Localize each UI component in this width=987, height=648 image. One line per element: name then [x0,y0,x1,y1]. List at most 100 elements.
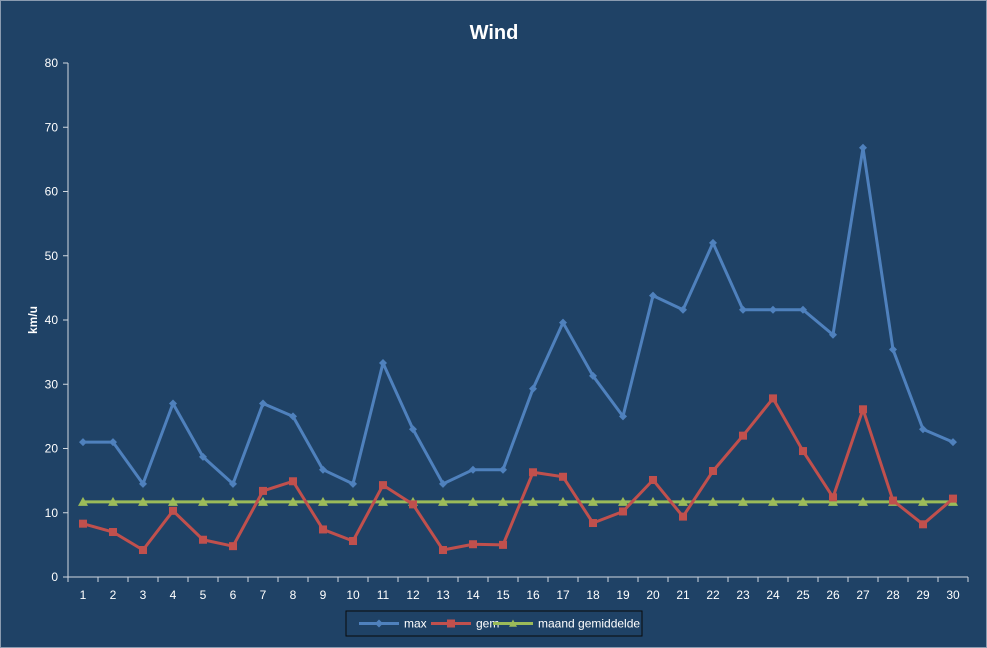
data-point [379,481,387,490]
x-tick-label: 13 [436,588,450,602]
data-point [379,359,387,368]
x-tick-label: 2 [110,588,117,602]
x-tick-label: 26 [826,588,840,602]
data-point [649,475,657,484]
data-point [468,496,478,506]
data-point [288,496,298,506]
data-point [348,496,358,506]
data-point [199,535,207,544]
x-tick-label: 4 [170,588,177,602]
x-tick-label: 12 [406,588,420,602]
y-tick-label: 30 [45,377,59,391]
data-point [319,465,327,474]
y-tick-label: 70 [45,120,59,134]
x-tick-label: 24 [766,588,780,602]
data-point [438,496,448,506]
y-tick-label: 60 [45,185,59,199]
y-tick-label: 40 [45,313,59,327]
x-tick-label: 6 [230,588,237,602]
y-tick-label: 20 [45,442,59,456]
data-point [169,399,177,408]
data-point [618,496,628,506]
data-point [919,425,927,434]
data-point [499,465,507,474]
x-tick-label: 30 [946,588,960,602]
data-point [229,479,237,488]
x-tick-label: 11 [377,588,390,602]
chart-title: Wind [470,22,519,44]
x-tick-label: 20 [646,588,660,602]
data-point [949,438,957,447]
legend-item: gem [431,617,499,631]
x-tick-label: 23 [736,588,750,602]
data-point [79,519,87,528]
data-point [258,496,268,506]
data-point [109,438,117,447]
legend-label: maand gemiddelde [538,617,640,631]
data-point [768,496,778,506]
data-point [679,512,687,521]
data-point [918,496,928,506]
x-tick-label: 7 [260,588,267,602]
data-point [829,330,837,339]
data-point [708,496,718,506]
data-point [679,305,687,314]
legend-label: max [404,617,427,631]
data-point [108,496,118,506]
legend-label: gem [476,617,499,631]
data-point [349,537,357,546]
y-tick-label: 80 [45,56,59,70]
data-point [378,496,388,506]
series-line [83,146,954,486]
data-point [859,143,867,152]
data-point [858,496,868,506]
data-point [138,496,148,506]
data-point [318,496,328,506]
data-point [78,496,88,506]
data-point [319,525,327,534]
data-point [498,496,508,506]
data-point [558,496,568,506]
data-point [829,493,837,502]
data-point [139,546,147,555]
data-point [349,479,357,488]
data-point [447,619,455,628]
data-point [649,291,657,300]
x-tick-label: 27 [856,588,870,602]
data-point [889,345,897,354]
x-tick-label: 1 [80,588,87,602]
data-point [889,496,897,505]
x-tick-label: 3 [140,588,147,602]
data-point [559,318,567,327]
series-max [79,143,957,488]
data-point [529,468,537,477]
data-point [919,520,927,529]
data-point [509,619,517,627]
legend: max gem maand gemiddelde [345,610,643,637]
data-point [799,447,807,456]
data-point [589,519,597,528]
x-tick-label: 22 [706,588,720,602]
x-tick-label: 9 [320,588,327,602]
data-point [859,405,867,414]
data-point [798,496,808,506]
data-point [168,496,178,506]
data-point [439,479,447,488]
data-point [799,305,807,314]
x-tick-label: 17 [556,588,570,602]
data-point [469,465,477,474]
data-point [289,412,297,421]
x-tick-label: 14 [466,588,480,602]
x-tick-label: 25 [796,588,810,602]
data-point [738,496,748,506]
data-point [588,496,598,506]
x-tick-label: 8 [290,588,297,602]
data-point [769,305,777,314]
x-tick-label: 21 [676,588,690,602]
series-layer [78,143,958,555]
data-point [229,542,237,551]
data-point [709,466,717,475]
data-point [499,540,507,549]
data-point [709,238,717,247]
